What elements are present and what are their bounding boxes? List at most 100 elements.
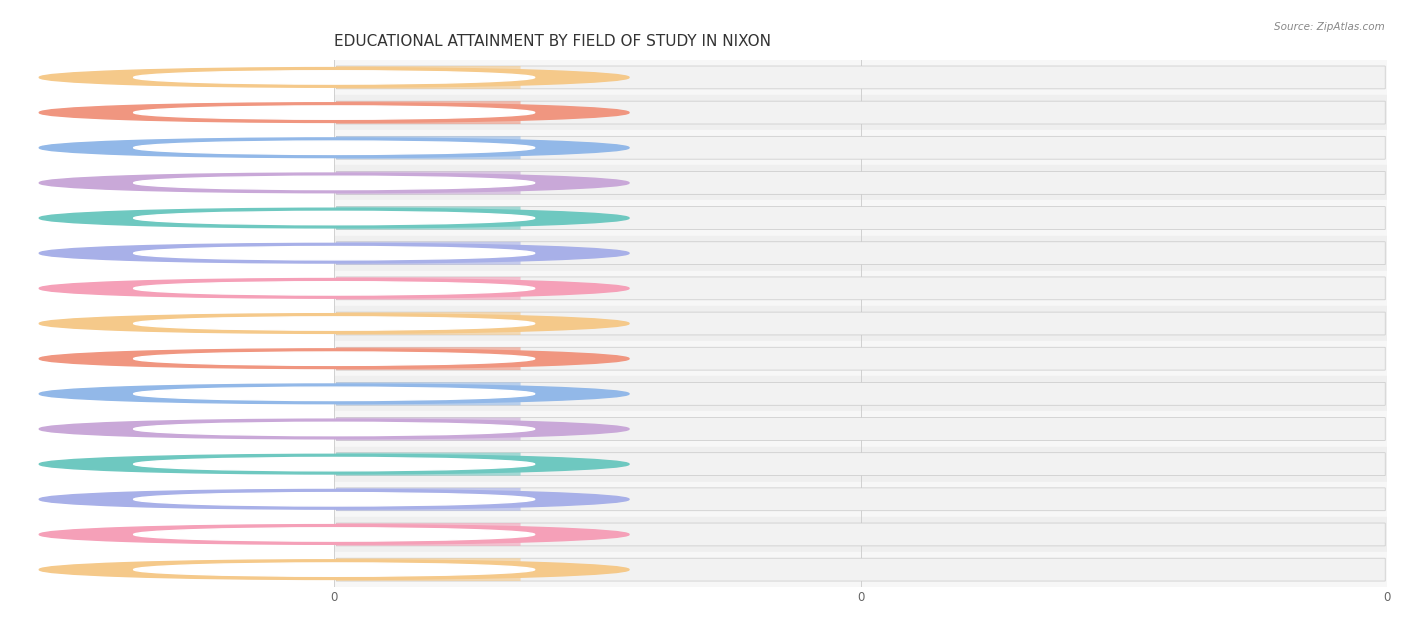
Circle shape xyxy=(39,419,628,439)
Text: 0: 0 xyxy=(520,424,527,434)
FancyBboxPatch shape xyxy=(336,312,1385,335)
Text: EDUCATIONAL ATTAINMENT BY FIELD OF STUDY IN NIXON: EDUCATIONAL ATTAINMENT BY FIELD OF STUDY… xyxy=(335,34,770,49)
Text: Computers & Mathematics: Computers & Mathematics xyxy=(357,71,515,84)
Bar xyxy=(335,482,1388,517)
FancyBboxPatch shape xyxy=(336,347,1385,370)
FancyBboxPatch shape xyxy=(336,418,1385,441)
Text: 0: 0 xyxy=(520,530,527,540)
Bar xyxy=(335,130,1388,166)
FancyBboxPatch shape xyxy=(336,418,520,441)
Bar xyxy=(335,552,1388,587)
FancyBboxPatch shape xyxy=(336,66,1385,89)
Circle shape xyxy=(39,138,628,157)
Circle shape xyxy=(39,173,628,193)
Text: 0: 0 xyxy=(520,494,527,504)
Text: 0: 0 xyxy=(520,73,527,82)
Circle shape xyxy=(134,176,534,190)
FancyBboxPatch shape xyxy=(336,66,520,89)
Circle shape xyxy=(134,422,534,435)
FancyBboxPatch shape xyxy=(336,558,520,581)
FancyBboxPatch shape xyxy=(336,137,1385,159)
Circle shape xyxy=(134,246,534,260)
Text: 0: 0 xyxy=(520,248,527,258)
Bar xyxy=(335,270,1388,306)
FancyBboxPatch shape xyxy=(336,277,520,300)
Circle shape xyxy=(134,106,534,119)
Bar xyxy=(335,200,1388,236)
Bar xyxy=(335,60,1388,95)
Circle shape xyxy=(134,211,534,225)
Circle shape xyxy=(39,208,628,228)
Circle shape xyxy=(134,282,534,295)
FancyBboxPatch shape xyxy=(336,312,520,335)
FancyBboxPatch shape xyxy=(336,242,520,265)
Circle shape xyxy=(134,71,534,84)
Text: 0: 0 xyxy=(520,283,527,293)
Bar xyxy=(335,447,1388,482)
Text: Arts & Humanities: Arts & Humanities xyxy=(357,563,465,576)
Text: 0: 0 xyxy=(520,564,527,574)
Text: Psychology: Psychology xyxy=(357,176,423,190)
FancyBboxPatch shape xyxy=(336,171,520,194)
Text: Communications: Communications xyxy=(357,528,457,541)
FancyBboxPatch shape xyxy=(336,523,520,546)
Circle shape xyxy=(39,560,628,580)
Text: 0: 0 xyxy=(520,354,527,363)
Bar xyxy=(335,517,1388,552)
Text: Visual & Performing Arts: Visual & Performing Arts xyxy=(357,493,502,506)
Text: 0: 0 xyxy=(520,319,527,329)
Bar xyxy=(335,306,1388,341)
FancyBboxPatch shape xyxy=(336,207,1385,229)
Bar xyxy=(335,95,1388,130)
FancyBboxPatch shape xyxy=(336,101,1385,124)
FancyBboxPatch shape xyxy=(336,347,520,370)
FancyBboxPatch shape xyxy=(336,523,1385,546)
Text: Business: Business xyxy=(357,352,409,365)
Circle shape xyxy=(39,384,628,404)
Circle shape xyxy=(134,141,534,154)
Text: Engineering: Engineering xyxy=(357,246,429,260)
Text: Bio, Nature & Agricultural: Bio, Nature & Agricultural xyxy=(357,106,509,119)
FancyBboxPatch shape xyxy=(336,277,1385,300)
Text: Multidisciplinary Studies: Multidisciplinary Studies xyxy=(357,282,502,295)
FancyBboxPatch shape xyxy=(336,558,1385,581)
Text: 0: 0 xyxy=(520,213,527,223)
Text: 0: 0 xyxy=(520,107,527,118)
FancyBboxPatch shape xyxy=(336,101,520,124)
Text: Liberal Arts & History: Liberal Arts & History xyxy=(357,458,484,471)
Circle shape xyxy=(39,243,628,263)
Circle shape xyxy=(134,492,534,506)
FancyBboxPatch shape xyxy=(336,207,520,229)
FancyBboxPatch shape xyxy=(336,453,520,475)
Text: 0: 0 xyxy=(520,143,527,153)
FancyBboxPatch shape xyxy=(336,488,1385,511)
Circle shape xyxy=(134,458,534,471)
Circle shape xyxy=(134,352,534,365)
Circle shape xyxy=(39,525,628,544)
Text: Education: Education xyxy=(357,387,416,400)
Text: Social Sciences: Social Sciences xyxy=(357,212,447,224)
Bar xyxy=(335,376,1388,411)
Text: Science & Technology: Science & Technology xyxy=(357,317,485,330)
Text: 0: 0 xyxy=(520,459,527,469)
Bar xyxy=(335,236,1388,270)
FancyBboxPatch shape xyxy=(336,242,1385,265)
Circle shape xyxy=(39,489,628,509)
Text: Source: ZipAtlas.com: Source: ZipAtlas.com xyxy=(1274,22,1385,32)
Bar xyxy=(335,166,1388,200)
Circle shape xyxy=(134,317,534,330)
Text: 0: 0 xyxy=(520,178,527,188)
Circle shape xyxy=(39,313,628,333)
Text: 0: 0 xyxy=(520,389,527,399)
Text: Physical & Health Sciences: Physical & Health Sciences xyxy=(357,141,516,154)
FancyBboxPatch shape xyxy=(336,171,1385,194)
Circle shape xyxy=(134,387,534,401)
FancyBboxPatch shape xyxy=(336,453,1385,475)
Circle shape xyxy=(39,103,628,123)
Circle shape xyxy=(134,528,534,541)
Circle shape xyxy=(39,68,628,87)
Circle shape xyxy=(39,349,628,368)
Circle shape xyxy=(39,279,628,298)
FancyBboxPatch shape xyxy=(336,382,520,405)
Text: Literature & Languages: Literature & Languages xyxy=(357,422,496,435)
